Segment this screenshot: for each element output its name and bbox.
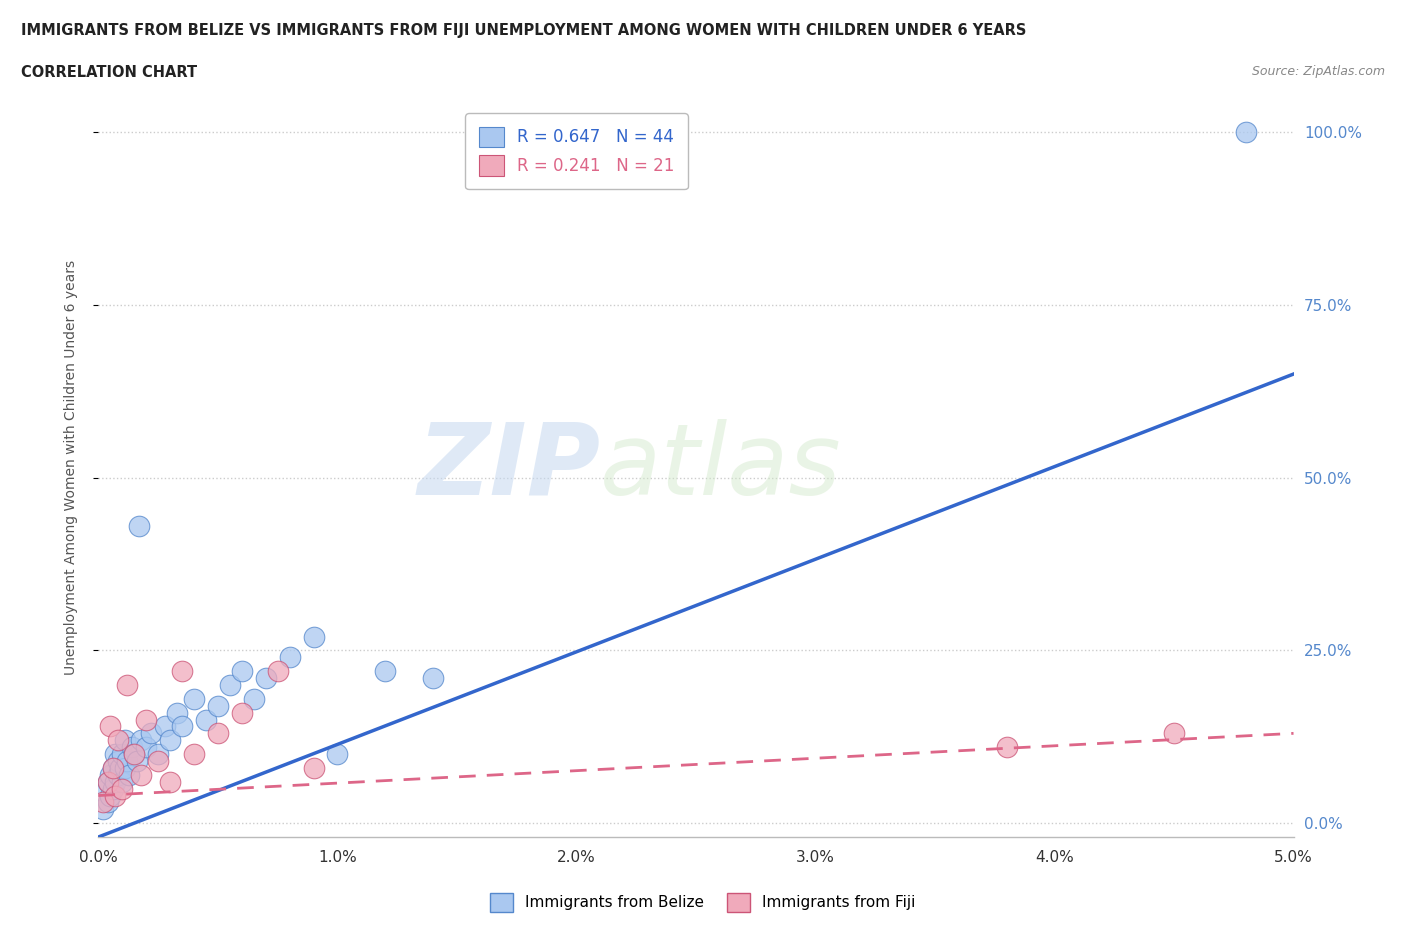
Point [104, 747, 127, 762]
Y-axis label: Unemployment Among Women with Children Under 6 years: Unemployment Among Women with Children U… [63, 259, 77, 675]
Point [254, 671, 277, 685]
Point [111, 747, 134, 762]
Text: atlas: atlas [600, 418, 842, 516]
Point [302, 630, 325, 644]
Point [302, 761, 325, 776]
Point [124, 747, 146, 762]
Point [219, 678, 242, 693]
Legend: R = 0.647   N = 44, R = 0.241   N = 21: R = 0.647 N = 44, R = 0.241 N = 21 [465, 113, 688, 189]
Point [128, 519, 150, 534]
Point [326, 747, 349, 762]
Point [159, 733, 181, 748]
Point [135, 739, 157, 754]
Point [1234, 125, 1257, 140]
Point [114, 733, 136, 748]
Point [101, 761, 124, 776]
Point [121, 739, 143, 754]
Point [115, 678, 138, 693]
Point [101, 781, 124, 796]
Point [100, 788, 122, 803]
Point [243, 691, 266, 706]
Point [115, 753, 138, 768]
Point [104, 788, 127, 803]
Text: CORRELATION CHART: CORRELATION CHART [21, 65, 197, 80]
Point [107, 753, 129, 768]
Point [101, 761, 124, 776]
Point [267, 664, 290, 679]
Point [148, 747, 170, 762]
Text: Source: ZipAtlas.com: Source: ZipAtlas.com [1251, 65, 1385, 78]
Text: IMMIGRANTS FROM BELIZE VS IMMIGRANTS FROM FIJI UNEMPLOYMENT AMONG WOMEN WITH CHI: IMMIGRANTS FROM BELIZE VS IMMIGRANTS FRO… [21, 23, 1026, 38]
Point [231, 705, 253, 720]
Point [125, 753, 148, 768]
Point [111, 781, 134, 796]
Point [155, 719, 177, 734]
Point [1163, 726, 1185, 741]
Point [97, 795, 120, 810]
Point [91, 795, 114, 810]
Point [100, 767, 122, 782]
Point [183, 691, 205, 706]
Point [111, 775, 134, 790]
Text: ZIP: ZIP [418, 418, 600, 516]
Point [172, 664, 194, 679]
Point [183, 747, 205, 762]
Point [207, 726, 229, 741]
Point [91, 802, 114, 817]
Point [100, 719, 122, 734]
Point [139, 726, 162, 741]
Point [97, 775, 120, 790]
Point [131, 767, 153, 782]
Point [172, 719, 194, 734]
Point [131, 733, 153, 748]
Point [166, 705, 188, 720]
Point [118, 767, 141, 782]
Point [107, 733, 129, 748]
Point [97, 775, 120, 790]
Point [278, 650, 301, 665]
Legend: Immigrants from Belize, Immigrants from Fiji: Immigrants from Belize, Immigrants from … [484, 887, 922, 918]
Point [231, 664, 253, 679]
Point [94, 781, 117, 796]
Point [207, 698, 229, 713]
Point [374, 664, 396, 679]
Point [107, 767, 129, 782]
Point [148, 753, 170, 768]
Point [135, 712, 157, 727]
Point [422, 671, 444, 685]
Point [124, 747, 146, 762]
Point [104, 775, 127, 790]
Point [108, 761, 131, 776]
Point [995, 739, 1018, 754]
Point [195, 712, 218, 727]
Point [114, 761, 136, 776]
Point [159, 775, 181, 790]
